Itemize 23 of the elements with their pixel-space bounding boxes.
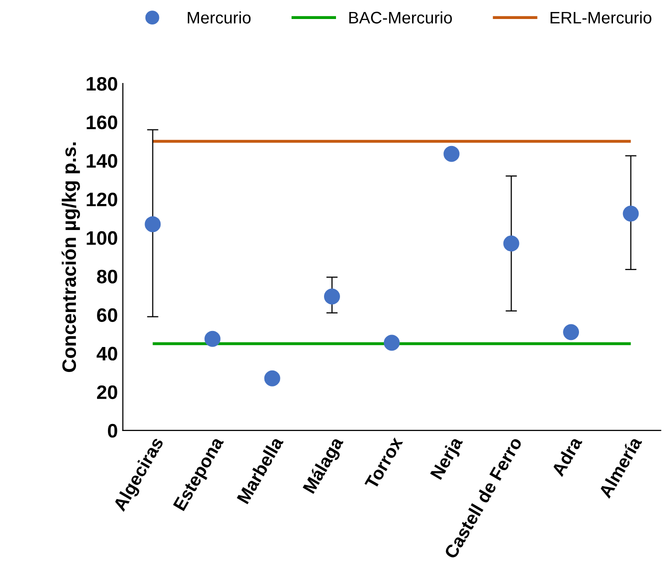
point — [563, 324, 580, 340]
point — [622, 206, 639, 222]
point — [264, 370, 280, 386]
y-tick-label: 180 — [86, 76, 118, 91]
point — [384, 334, 400, 351]
point — [503, 235, 520, 252]
y-tick-label: 20 — [97, 385, 118, 400]
legend-label: Mercurio — [188, 11, 251, 24]
point — [444, 146, 460, 162]
legend-label: BAC-Mercurio — [349, 11, 452, 24]
point — [204, 330, 220, 347]
y-tick-label: 60 — [97, 308, 118, 322]
y-tick-label: 120 — [86, 192, 118, 206]
y-tick-label: 40 — [96, 346, 118, 361]
y-tick-label: 140 — [86, 154, 118, 168]
y-tick-label: 160 — [86, 116, 118, 130]
y-tick-label: 0 — [108, 424, 118, 438]
y-tick-label: 100 — [86, 231, 118, 245]
y-tick-label: 80 — [96, 270, 118, 284]
point — [144, 216, 161, 232]
legend-label: ERL-Mercurio — [550, 11, 652, 24]
point — [324, 288, 340, 304]
y-axis-title: Concentración µg/kg p.s. — [62, 142, 80, 372]
